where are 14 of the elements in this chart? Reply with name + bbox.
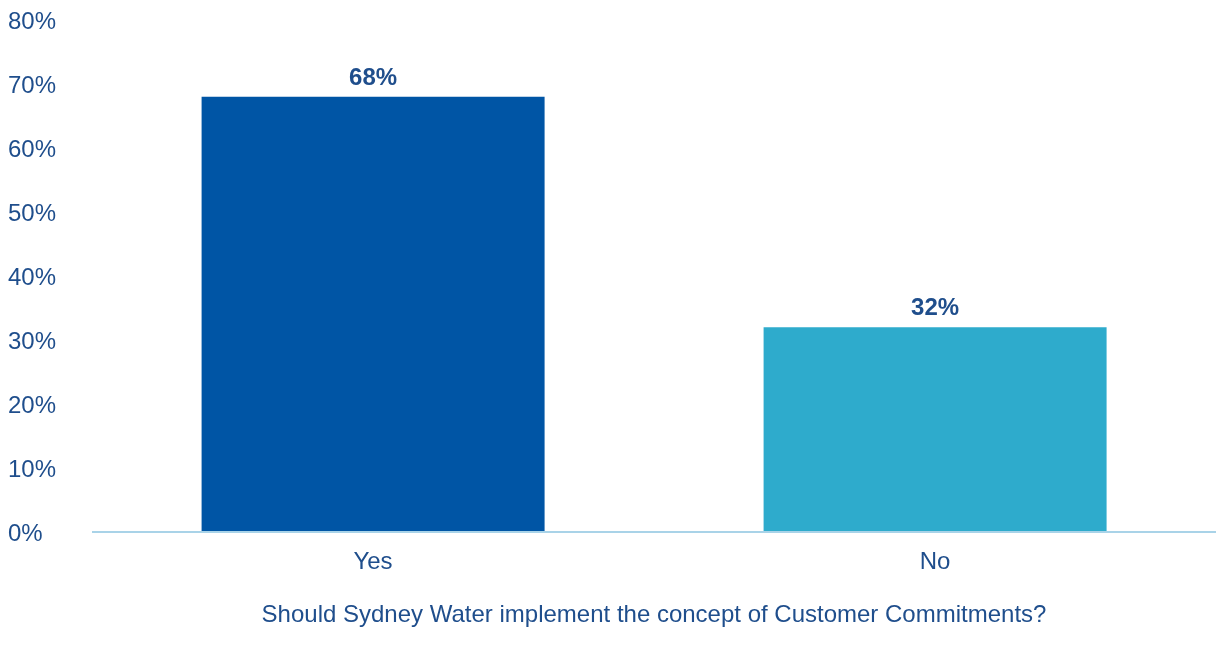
y-tick-label: 70% — [8, 70, 57, 98]
x-axis-title: Should Sydney Water implement the concept of Customer Commitments? — [261, 600, 1047, 627]
data-label: 68% — [349, 62, 398, 90]
y-tick-label: 0% — [8, 518, 43, 546]
x-tick-label: Yes — [353, 547, 393, 575]
y-tick-label: 60% — [8, 134, 57, 162]
y-tick-label: 80% — [8, 6, 57, 34]
x-tick-label: No — [919, 547, 951, 575]
y-tick-label: 50% — [8, 198, 57, 226]
y-tick-label: 40% — [8, 262, 57, 290]
data-label: 32% — [911, 293, 960, 321]
y-tick-label: 30% — [8, 326, 57, 354]
y-tick-label: 20% — [8, 390, 57, 418]
y-tick-label: 10% — [8, 454, 57, 482]
